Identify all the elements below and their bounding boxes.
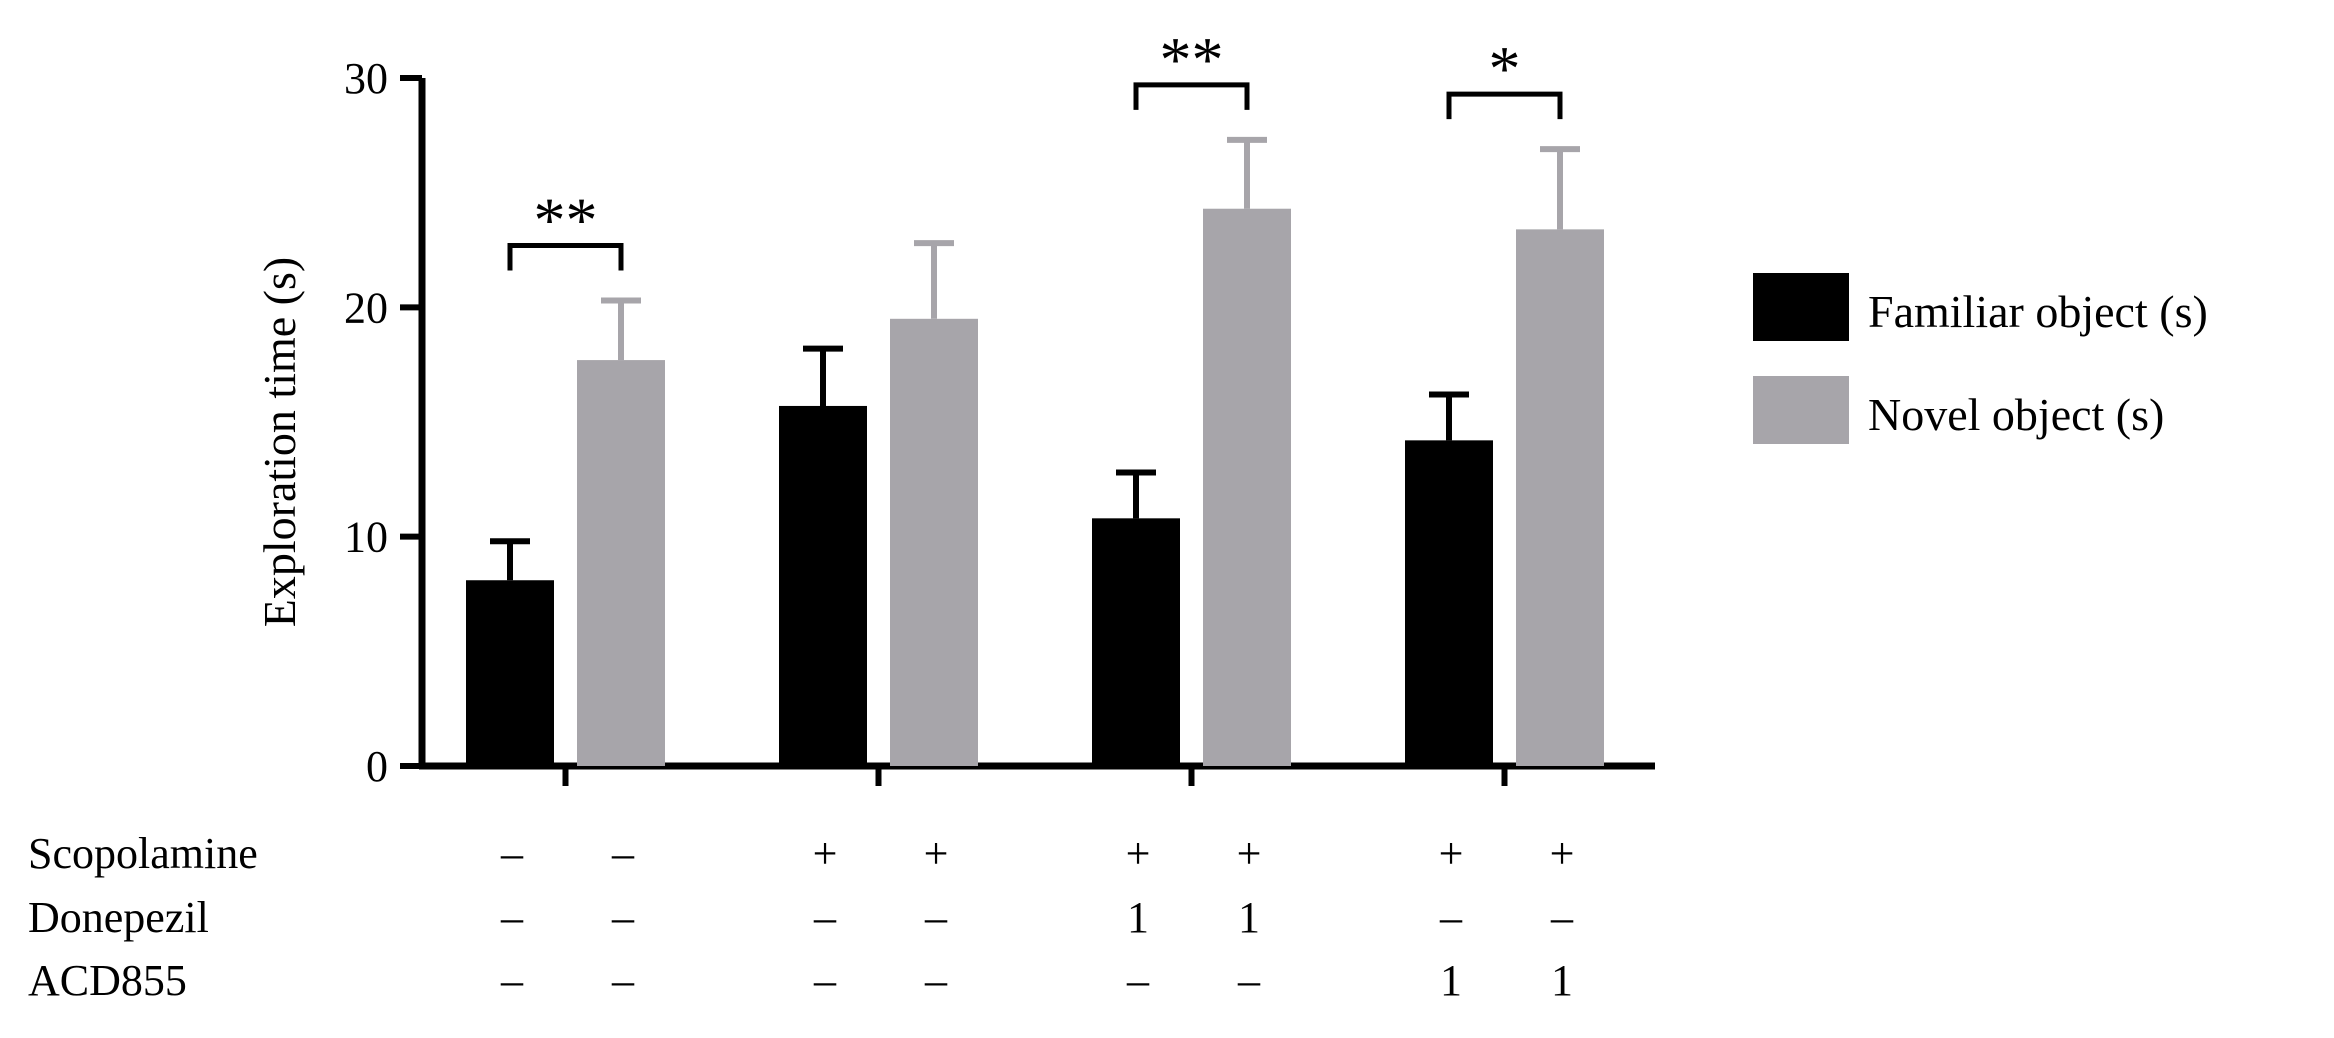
bar	[890, 318, 978, 766]
y-axis-label: Exploration time (s)	[254, 257, 305, 627]
treatment-cell: 1	[1440, 956, 1462, 1005]
treatment-cell: +	[813, 829, 838, 878]
treatment-cell: 1	[1238, 893, 1260, 942]
treatment-cell: –	[1550, 893, 1574, 942]
treatment-cell: –	[611, 893, 635, 942]
treatment-cell: –	[924, 956, 948, 1005]
treatment-row-label: ACD855	[28, 956, 187, 1005]
significance-bracket	[507, 242, 624, 271]
legend-label: Novel object (s)	[1868, 389, 2164, 440]
treatment-cell: –	[1439, 893, 1463, 942]
bar	[577, 360, 665, 766]
treatment-cell: +	[1439, 829, 1464, 878]
treatment-cell: –	[611, 956, 635, 1005]
bar	[1092, 518, 1180, 766]
significance-label: *	[1489, 33, 1521, 104]
treatment-cell: 1	[1551, 956, 1573, 1005]
treatment-cell: –	[1126, 956, 1150, 1005]
treatment-cell: –	[500, 829, 524, 878]
treatment-cell: +	[1126, 829, 1151, 878]
legend-label: Familiar object (s)	[1868, 286, 2208, 337]
significance-label: **	[534, 184, 598, 255]
treatment-cell: –	[611, 829, 635, 878]
y-tick-label: 0	[366, 742, 388, 791]
significance-label: **	[1160, 24, 1224, 95]
treatment-cell: –	[500, 956, 524, 1005]
bar	[779, 405, 867, 766]
legend-swatch	[1753, 273, 1849, 341]
treatment-cell: –	[813, 893, 837, 942]
treatment-cell: –	[1237, 956, 1261, 1005]
treatment-cell: 1	[1127, 893, 1149, 942]
bar	[1405, 440, 1493, 766]
treatment-row-label: Scopolamine	[28, 829, 258, 878]
y-tick-label: 20	[344, 283, 388, 332]
treatment-cell: +	[1237, 829, 1262, 878]
legend-swatch	[1753, 376, 1849, 444]
bar	[466, 580, 554, 766]
y-tick-label: 30	[344, 54, 388, 103]
treatment-row-label: Donepezil	[28, 893, 209, 942]
treatment-cell: +	[924, 829, 949, 878]
treatment-cell: –	[500, 893, 524, 942]
y-tick-label: 10	[344, 513, 388, 562]
significance-bracket	[1133, 82, 1250, 110]
bar	[1203, 208, 1291, 767]
treatment-cell: +	[1550, 829, 1575, 878]
treatment-cell: –	[924, 893, 948, 942]
significance-bracket	[1446, 91, 1563, 120]
treatment-cell: –	[813, 956, 837, 1005]
bar	[1516, 229, 1604, 767]
